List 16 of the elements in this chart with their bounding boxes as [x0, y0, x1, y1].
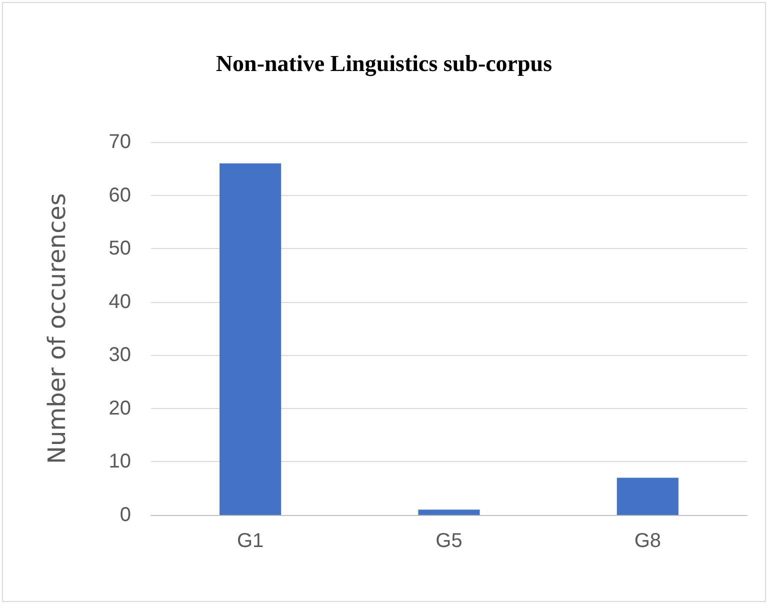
- y-tick-label: 20: [108, 397, 131, 420]
- y-tick-label: 30: [108, 344, 131, 366]
- x-tick-label: G5: [436, 530, 462, 552]
- y-axis-title: Number of occurences: [43, 193, 71, 464]
- y-tick-label: 60: [108, 184, 131, 206]
- chart-title: Non-native Linguistics sub-corpus: [216, 51, 552, 77]
- x-tick-label: G1: [236, 530, 264, 552]
- bar: [616, 478, 678, 515]
- y-tick-label: 10: [108, 450, 131, 473]
- bar: [418, 510, 480, 515]
- bar: [220, 163, 282, 515]
- y-tick-label: 40: [108, 290, 131, 313]
- y-tick-label: 70: [108, 131, 131, 153]
- x-tick-label: G8: [634, 530, 662, 552]
- y-tick-label: 50: [108, 238, 131, 260]
- y-tick-label: 0: [120, 504, 131, 526]
